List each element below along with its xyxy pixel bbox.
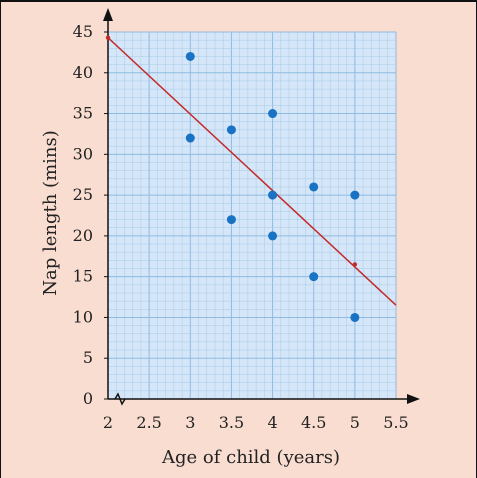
data-point (226, 215, 236, 225)
data-points (185, 51, 360, 322)
x-tick-label: 2 (103, 413, 113, 432)
y-tick-label: 45 (73, 22, 93, 41)
trend-line (107, 37, 397, 306)
y-tick-label: 25 (73, 185, 93, 204)
x-axis-break (114, 392, 126, 406)
data-point (268, 231, 278, 241)
data-point (309, 182, 319, 192)
data-point (268, 190, 278, 200)
trend-line-group (105, 35, 397, 306)
trend-marker (352, 262, 358, 267)
data-point (185, 133, 195, 143)
plot-area (108, 32, 396, 399)
y-tick-label: 40 (73, 63, 93, 82)
data-point (350, 190, 360, 200)
trend-marker (105, 35, 111, 40)
y-tick-label: 10 (73, 307, 93, 326)
x-tick-labels: 2 2.5 3 3.5 4 4.5 5 5.5 (103, 413, 409, 432)
data-point (185, 51, 195, 61)
y-tick-label: 0 (83, 389, 93, 408)
data-point (309, 272, 319, 282)
y-tick-label: 30 (73, 144, 93, 163)
data-point (268, 109, 278, 119)
y-tick-label: 20 (73, 226, 93, 245)
x-tick-label: 3 (185, 413, 195, 432)
x-axis-arrowhead (407, 394, 420, 404)
data-point (350, 312, 360, 322)
y-tick-labels: 0 5 10 15 20 25 30 35 40 45 (73, 22, 108, 408)
x-tick-label: 3.5 (219, 413, 244, 432)
data-point (226, 125, 236, 135)
y-tick-label: 35 (73, 104, 93, 123)
y-axis-label: Nap length (mins) (40, 130, 61, 296)
x-tick-label: 2.5 (136, 413, 161, 432)
y-tick-label: 15 (73, 267, 93, 286)
x-tick-label: 4 (267, 413, 277, 432)
x-axis-label: Age of child (years) (161, 447, 340, 468)
y-tick-label: 5 (83, 348, 93, 367)
x-tick-label: 5.5 (383, 413, 408, 432)
y-axis-arrowhead (103, 8, 113, 21)
x-tick-label: 5 (350, 413, 360, 432)
axes (103, 8, 420, 406)
x-tick-label: 4.5 (301, 413, 326, 432)
